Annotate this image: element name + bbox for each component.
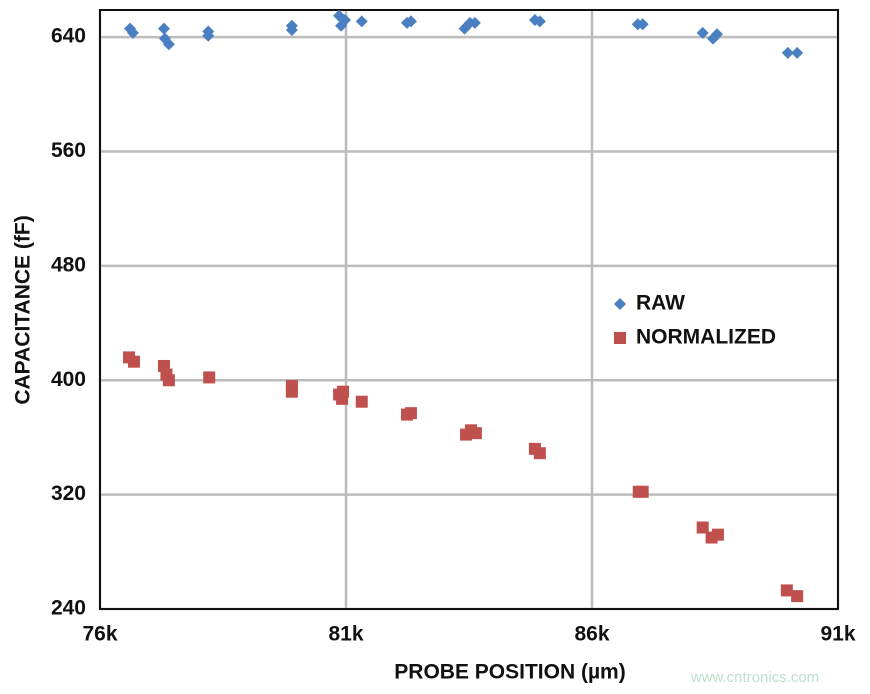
y-tick-label: 480: [51, 253, 86, 276]
point: [781, 46, 794, 59]
point: [636, 485, 649, 498]
point: [711, 528, 724, 541]
point: [696, 521, 709, 534]
point: [339, 14, 352, 27]
y-tick-label: 560: [51, 139, 86, 162]
point: [404, 15, 417, 28]
point: [127, 355, 140, 368]
point: [202, 29, 215, 42]
y-tick-label: 640: [51, 25, 86, 48]
x-tick-label: 91k: [820, 623, 855, 646]
point: [710, 28, 723, 41]
point: [469, 427, 482, 440]
x-tick-label: 81k: [328, 623, 363, 646]
point: [336, 392, 349, 405]
x-tick-label: 76k: [82, 623, 117, 646]
point: [780, 584, 793, 597]
point: [285, 385, 298, 398]
point: [126, 26, 139, 39]
point: [285, 24, 298, 37]
y-tick-label: 240: [51, 597, 86, 620]
point: [791, 590, 804, 603]
point: [533, 15, 546, 28]
plot-border: [99, 9, 839, 610]
point: [696, 26, 709, 39]
legend-marker: [614, 332, 626, 344]
point: [533, 447, 546, 460]
y-tick-label: 400: [51, 368, 86, 391]
y-tick-label: 320: [51, 482, 86, 505]
point: [157, 22, 170, 35]
point: [355, 15, 368, 28]
point: [791, 46, 804, 59]
point: [162, 38, 175, 51]
legend-label: NORMALIZED: [636, 326, 776, 349]
point: [203, 371, 216, 384]
watermark: www.cntronics.com: [690, 669, 819, 686]
point: [404, 407, 417, 420]
legend-marker: [614, 298, 626, 310]
legend-label: RAW: [636, 292, 685, 315]
y-axis-title: CAPACITANCE (fF): [12, 215, 35, 404]
x-axis-title: PROBE POSITION (µm): [394, 661, 625, 684]
point: [468, 16, 481, 29]
point: [636, 18, 649, 31]
point: [355, 395, 368, 408]
x-tick-label: 86k: [574, 623, 609, 646]
point: [162, 374, 175, 387]
